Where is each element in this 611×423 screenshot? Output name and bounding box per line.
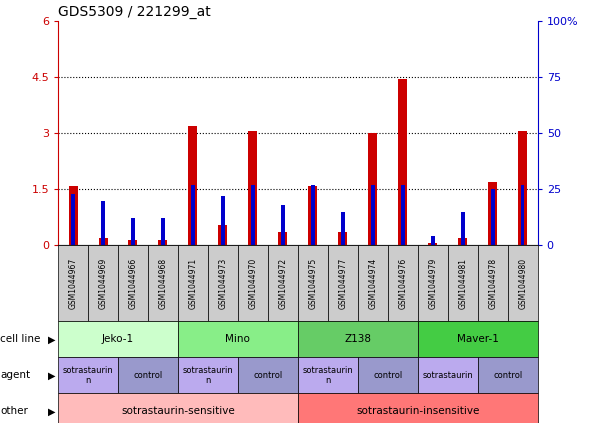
Bar — [458, 238, 467, 245]
Bar — [281, 205, 285, 245]
Bar — [488, 182, 497, 245]
Text: GSM1044980: GSM1044980 — [518, 258, 527, 309]
Bar — [309, 186, 317, 245]
Text: GSM1044978: GSM1044978 — [488, 258, 497, 309]
Bar — [371, 185, 375, 245]
Text: Z138: Z138 — [345, 335, 371, 344]
Text: Jeko-1: Jeko-1 — [102, 335, 134, 344]
Bar — [98, 238, 108, 245]
Text: cell line: cell line — [0, 335, 40, 344]
Bar — [71, 194, 75, 245]
Bar — [521, 185, 524, 245]
Bar — [341, 212, 345, 245]
Text: GSM1044967: GSM1044967 — [68, 258, 78, 309]
Text: GSM1044973: GSM1044973 — [218, 258, 227, 309]
Text: control: control — [254, 371, 282, 380]
Bar — [68, 186, 78, 245]
Text: GSM1044969: GSM1044969 — [98, 258, 108, 309]
Bar — [191, 185, 195, 245]
Text: GDS5309 / 221299_at: GDS5309 / 221299_at — [58, 5, 211, 19]
Text: GSM1044966: GSM1044966 — [128, 258, 137, 309]
Text: sotrastaurin: sotrastaurin — [422, 371, 473, 380]
Bar — [128, 240, 137, 245]
Bar — [158, 240, 167, 245]
Bar — [279, 232, 287, 245]
Text: sotrastaurin
n: sotrastaurin n — [63, 366, 114, 385]
Text: ▶: ▶ — [48, 335, 55, 344]
Text: GSM1044976: GSM1044976 — [398, 258, 408, 309]
Text: sotrastaurin
n: sotrastaurin n — [183, 366, 233, 385]
Text: GSM1044971: GSM1044971 — [188, 258, 197, 309]
Text: control: control — [373, 371, 403, 380]
Text: GSM1044981: GSM1044981 — [458, 258, 467, 309]
Text: GSM1044970: GSM1044970 — [249, 258, 257, 309]
Text: sotrastaurin
n: sotrastaurin n — [302, 366, 353, 385]
Text: GSM1044975: GSM1044975 — [309, 258, 317, 309]
Text: sotrastaurin-insensitive: sotrastaurin-insensitive — [356, 407, 480, 416]
Bar — [311, 185, 315, 245]
Bar — [518, 132, 527, 245]
Bar — [188, 126, 197, 245]
Text: ▶: ▶ — [48, 371, 55, 380]
Bar — [251, 185, 255, 245]
Bar — [249, 132, 257, 245]
Bar — [218, 225, 227, 245]
Text: sotrastaurin-sensitive: sotrastaurin-sensitive — [121, 407, 235, 416]
Bar — [101, 201, 105, 245]
Text: GSM1044979: GSM1044979 — [428, 258, 437, 309]
Bar — [461, 212, 464, 245]
Text: other: other — [0, 407, 28, 416]
Text: GSM1044968: GSM1044968 — [158, 258, 167, 309]
Bar — [401, 185, 404, 245]
Bar — [398, 79, 408, 245]
Text: control: control — [493, 371, 522, 380]
Text: ▶: ▶ — [48, 407, 55, 416]
Bar — [491, 190, 494, 245]
Bar — [161, 218, 165, 245]
Bar — [428, 244, 437, 245]
Text: GSM1044974: GSM1044974 — [368, 258, 378, 309]
Bar — [368, 133, 378, 245]
Bar — [131, 218, 135, 245]
Bar — [221, 196, 225, 245]
Bar — [431, 236, 434, 245]
Text: GSM1044972: GSM1044972 — [279, 258, 287, 309]
Text: GSM1044977: GSM1044977 — [338, 258, 347, 309]
Text: agent: agent — [0, 371, 30, 380]
Bar — [338, 232, 347, 245]
Text: Mino: Mino — [225, 335, 251, 344]
Text: Maver-1: Maver-1 — [457, 335, 499, 344]
Text: control: control — [133, 371, 163, 380]
